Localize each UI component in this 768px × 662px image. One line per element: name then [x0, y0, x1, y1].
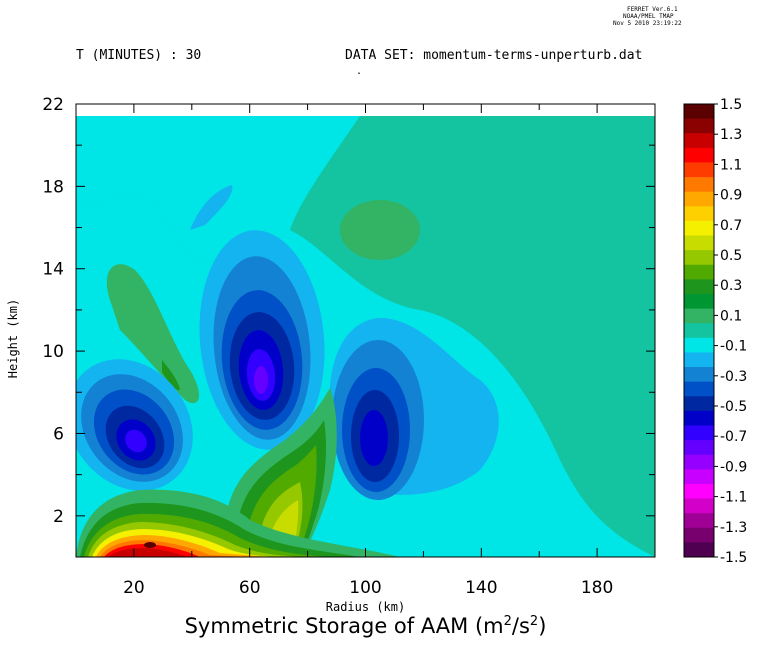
contour-field: [76, 116, 655, 557]
colorbar-label: 0.9: [720, 188, 742, 204]
time-label: T (MINUTES) : 30: [76, 48, 202, 63]
colorbar-swatch: [684, 104, 714, 120]
contour-neg-right-5: [360, 410, 388, 466]
colorbar-swatch: [684, 279, 714, 295]
x-tick-label: 180: [581, 578, 613, 598]
colorbar-swatch: [684, 264, 714, 280]
colorbar-swatch: [684, 308, 714, 324]
colorbar-swatch: [684, 440, 714, 456]
x-tick-label: 140: [465, 578, 497, 598]
y-axis-label: Height (km): [6, 299, 20, 378]
contour-surface-9: [108, 548, 188, 557]
colorbar-swatch: [684, 206, 714, 222]
contour-blob-upper-right: [340, 200, 420, 260]
x-tick-label: 20: [123, 578, 145, 598]
y-tick-label: 14: [42, 260, 64, 280]
colorbar-label: 0.7: [720, 218, 742, 234]
colorbar-swatch: [684, 352, 714, 368]
contour-upper-right-pos: [400, 116, 655, 323]
colorbar-label: -1.5: [720, 550, 747, 566]
colorbar-swatch: [684, 425, 714, 441]
contour-zero-left: [76, 116, 360, 264]
y-tick-label: 2: [53, 507, 64, 527]
colorbar-swatch: [684, 483, 714, 500]
ferret-stamp: FERRET Ver.6.1 NOAA/PMEL TMAP Nov 5 2010…: [613, 6, 682, 27]
colorbar-label: 0.1: [720, 308, 742, 324]
colorbar-swatch: [684, 147, 714, 163]
title-mid: /s: [511, 614, 530, 638]
colorbar-swatch: [684, 162, 714, 178]
colorbar-swatch: [684, 396, 714, 412]
x-tick-label: 60: [239, 578, 261, 598]
title-text: Symmetric Storage of AAM (m: [184, 614, 504, 638]
x-axis-label: Radius (km): [326, 600, 405, 614]
contour-sliver: [190, 185, 233, 230]
colorbar-swatch: [684, 191, 714, 207]
header-dot: .: [356, 66, 363, 77]
colorbar: 1.5 1.3 1.1 0.9 0.7 0.5 0.3 0.1 -0.1 -0.3 -0.5 -0.7…: [683, 97, 747, 566]
y-tick-label: 10: [42, 342, 64, 362]
contour-surface-max: [144, 542, 156, 548]
colorbar-swatch: [684, 527, 714, 543]
colorbar-label: 0.5: [720, 248, 742, 264]
colorbar-swatch: [684, 293, 714, 310]
ferret-date: Nov 5 2010 23:19:22: [613, 20, 682, 27]
colorbar-swatch: [684, 177, 714, 193]
colorbar-label: -0.5: [720, 399, 747, 415]
colorbar-label: -0.9: [720, 459, 747, 475]
colorbar-swatch: [684, 542, 714, 558]
colorbar-swatch: [684, 323, 714, 339]
colorbar-label: -0.1: [720, 339, 747, 355]
y-tick-label: 6: [53, 424, 64, 444]
colorbar-swatch: [684, 133, 714, 149]
colorbar-swatch: [684, 381, 714, 397]
colorbar-label: -0.3: [720, 369, 747, 385]
colorbar-label: -1.3: [720, 520, 747, 536]
title-sup2: 2: [529, 614, 539, 629]
colorbar-swatch: [684, 250, 714, 266]
colorbar-label: -1.1: [720, 490, 747, 506]
dataset-label: DATA SET: momentum-terms-unperturb.dat: [345, 48, 643, 63]
ferret-version: FERRET Ver.6.1: [627, 6, 678, 13]
x-tick-label: 100: [349, 578, 381, 598]
colorbar-swatch: [684, 410, 714, 426]
axes: 20 60 100 140 180 2 6 10 14 18 22 Radius (km) Height…: [6, 95, 656, 614]
colorbar-label: 1.3: [720, 127, 742, 143]
colorbar-label: 0.3: [720, 278, 742, 294]
contour-blob-upper-left-core: [162, 360, 180, 391]
y-tick-label: 18: [42, 177, 64, 197]
colorbar-label: 1.5: [720, 97, 742, 113]
colorbar-label: -0.7: [720, 429, 747, 445]
y-tick-label: 22: [42, 95, 64, 115]
contour-neg-mid-7: [254, 366, 268, 394]
chart-title: Symmetric Storage of AAM (m2/s2): [0, 614, 731, 638]
ferret-org: NOAA/PMEL TMAP: [623, 13, 674, 20]
contour-neg-left-6: [125, 429, 147, 453]
colorbar-swatch: [684, 513, 714, 529]
colorbar-swatch: [684, 454, 714, 470]
colorbar-swatch: [684, 337, 714, 353]
title-end: ): [538, 614, 547, 638]
colorbar-swatch: [684, 367, 714, 383]
colorbar-swatch: [684, 235, 714, 251]
colorbar-swatch: [684, 498, 714, 514]
colorbar-frame: [683, 103, 715, 558]
colorbar-swatch: [684, 469, 714, 485]
colorbar-swatch: [684, 220, 714, 237]
title-sup1: 2: [503, 614, 512, 629]
colorbar-swatch: [684, 118, 714, 134]
contour-blob-upper-left: [106, 264, 200, 404]
colorbar-label: 1.1: [720, 157, 742, 173]
